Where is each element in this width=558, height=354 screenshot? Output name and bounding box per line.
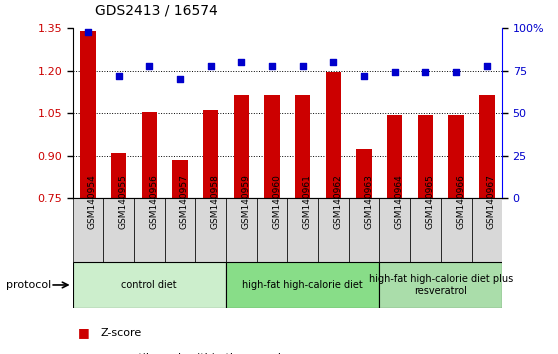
Point: [359, 73, 368, 79]
Point: [390, 70, 399, 75]
Point: [175, 76, 184, 82]
Bar: [387, 115, 402, 198]
Text: control diet: control diet: [122, 280, 177, 290]
Text: GSM140960: GSM140960: [272, 174, 281, 229]
Bar: [226, 198, 257, 262]
Point: [206, 63, 215, 69]
Bar: [357, 149, 372, 198]
Text: GSM140965: GSM140965: [425, 174, 435, 229]
Bar: [326, 72, 341, 198]
Bar: [418, 115, 433, 198]
Text: GSM140964: GSM140964: [395, 174, 404, 229]
Point: [451, 70, 460, 75]
Point: [237, 59, 246, 65]
Bar: [349, 198, 379, 262]
Text: GSM140955: GSM140955: [118, 174, 128, 229]
Bar: [479, 95, 494, 198]
Bar: [379, 262, 502, 308]
Bar: [73, 262, 226, 308]
Bar: [410, 198, 441, 262]
Text: high-fat high-calorie diet plus
resveratrol: high-fat high-calorie diet plus resverat…: [369, 274, 513, 296]
Text: GSM140961: GSM140961: [302, 174, 312, 229]
Bar: [257, 198, 287, 262]
Text: ■: ■: [78, 351, 90, 354]
Text: GSM140956: GSM140956: [149, 174, 158, 229]
Bar: [264, 95, 280, 198]
Bar: [295, 95, 310, 198]
Text: percentile rank within the sample: percentile rank within the sample: [100, 353, 288, 354]
Text: GSM140962: GSM140962: [333, 174, 343, 229]
Bar: [379, 198, 410, 262]
Bar: [318, 198, 349, 262]
Bar: [203, 110, 218, 198]
Text: GSM140954: GSM140954: [88, 174, 97, 229]
Point: [482, 63, 491, 69]
Bar: [449, 115, 464, 198]
Bar: [111, 153, 126, 198]
Bar: [472, 198, 502, 262]
Bar: [73, 198, 103, 262]
Point: [114, 73, 123, 79]
Bar: [234, 95, 249, 198]
Bar: [226, 262, 379, 308]
Bar: [172, 160, 187, 198]
Bar: [165, 198, 195, 262]
Text: GSM140967: GSM140967: [487, 174, 496, 229]
Bar: [195, 198, 226, 262]
Bar: [103, 198, 134, 262]
Text: GSM140963: GSM140963: [364, 174, 373, 229]
Bar: [287, 198, 318, 262]
Text: protocol: protocol: [6, 280, 51, 290]
Text: ■: ■: [78, 326, 90, 339]
Text: GSM140959: GSM140959: [241, 174, 251, 229]
Text: GDS2413 / 16574: GDS2413 / 16574: [95, 4, 218, 18]
Point: [267, 63, 276, 69]
Text: GSM140957: GSM140957: [180, 174, 189, 229]
Text: GSM140958: GSM140958: [210, 174, 220, 229]
Bar: [142, 112, 157, 198]
Bar: [441, 198, 472, 262]
Point: [298, 63, 307, 69]
Bar: [134, 198, 165, 262]
Bar: [80, 31, 95, 198]
Point: [145, 63, 153, 69]
Text: GSM140966: GSM140966: [456, 174, 465, 229]
Point: [84, 29, 93, 35]
Text: Z-score: Z-score: [100, 328, 142, 338]
Text: high-fat high-calorie diet: high-fat high-calorie diet: [242, 280, 363, 290]
Point: [329, 59, 338, 65]
Point: [421, 70, 430, 75]
